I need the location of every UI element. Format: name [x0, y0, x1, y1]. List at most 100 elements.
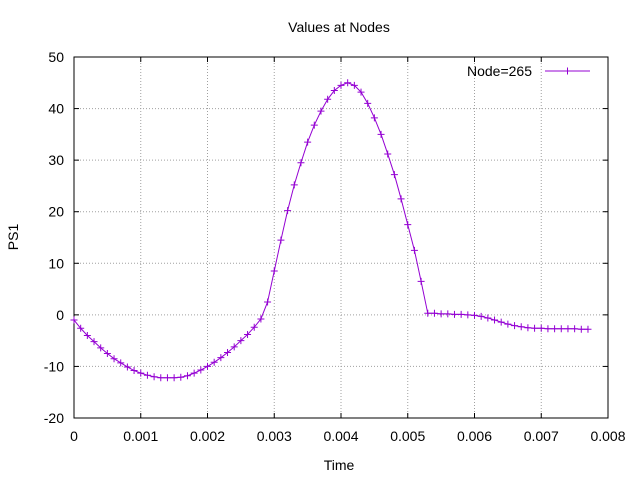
- data-point: [377, 130, 385, 138]
- data-point: [584, 325, 592, 333]
- data-point: [270, 267, 278, 275]
- x-tick-label: 0.004: [323, 428, 358, 444]
- legend-label: Node=265: [467, 63, 532, 79]
- data-point: [257, 315, 265, 323]
- x-tick-label: 0.007: [524, 428, 559, 444]
- data-point: [430, 309, 438, 317]
- data-point: [511, 322, 519, 330]
- data-point: [397, 195, 405, 203]
- data-point: [384, 150, 392, 158]
- data-point: [70, 316, 78, 324]
- data-point: [217, 354, 225, 362]
- y-axis-label: PS1: [5, 224, 21, 251]
- data-point: [97, 344, 105, 352]
- x-tick-label: 0.003: [257, 428, 292, 444]
- data-point: [417, 277, 425, 285]
- data-point: [477, 312, 485, 320]
- y-tick-label: -10: [44, 358, 64, 374]
- data-point: [437, 310, 445, 318]
- data-point: [531, 324, 539, 332]
- data-point: [404, 221, 412, 229]
- data-point: [424, 309, 432, 317]
- data-point: [77, 324, 85, 332]
- y-tick-label: 50: [48, 49, 64, 65]
- data-point: [497, 318, 505, 326]
- x-tick-label: 0: [70, 428, 78, 444]
- data-point: [370, 114, 378, 122]
- data-point: [410, 246, 418, 254]
- data-point: [310, 121, 318, 129]
- data-point: [284, 207, 292, 215]
- data-point: [110, 355, 118, 363]
- data-point: [517, 323, 525, 331]
- data-point: [450, 310, 458, 318]
- data-point: [491, 316, 499, 324]
- data-point: [330, 87, 338, 95]
- data-point: [290, 181, 298, 189]
- data-point: [364, 99, 372, 107]
- y-tick-label: 10: [48, 255, 64, 271]
- series-group: [70, 79, 592, 382]
- data-point: [524, 324, 532, 332]
- ticks: 0 0.001 0.002 0.003 0.004 0.005 0.006 0.007 0.00…: [44, 49, 626, 444]
- data-point: [277, 236, 285, 244]
- data-point: [471, 311, 478, 319]
- x-tick-label: 0.006: [457, 428, 492, 444]
- data-point: [123, 363, 131, 371]
- data-point: [137, 369, 145, 377]
- data-point: [537, 324, 545, 332]
- x-tick-label: 0.008: [590, 428, 625, 444]
- data-point: [484, 314, 492, 322]
- data-point: [150, 373, 158, 381]
- data-point: [163, 374, 171, 382]
- data-point: [103, 350, 111, 358]
- data-point: [304, 138, 312, 146]
- data-point: [504, 320, 512, 328]
- data-point: [204, 362, 211, 370]
- data-point: [157, 374, 165, 382]
- data-point: [210, 358, 218, 366]
- data-point: [577, 325, 585, 333]
- data-point: [183, 372, 191, 380]
- data-point: [177, 373, 185, 381]
- data-point: [230, 343, 238, 351]
- data-point: [224, 349, 232, 357]
- data-point: [357, 88, 365, 96]
- data-point: [337, 81, 345, 89]
- data-point: [143, 371, 151, 379]
- y-tick-label: 20: [48, 204, 64, 220]
- data-point: [350, 81, 358, 89]
- data-point: [544, 325, 552, 333]
- legend-marker: [564, 67, 571, 75]
- data-point: [130, 367, 138, 375]
- data-point: [390, 171, 398, 179]
- chart-title: Values at Nodes: [288, 19, 390, 35]
- x-tick-label: 0.001: [123, 428, 158, 444]
- data-point: [297, 159, 305, 167]
- data-point: [244, 330, 252, 338]
- data-point: [564, 325, 572, 333]
- data-point: [90, 338, 98, 346]
- data-point: [170, 374, 178, 382]
- data-point: [324, 95, 332, 103]
- y-tick-label: 40: [48, 101, 64, 117]
- data-point: [464, 311, 472, 319]
- series-line: [73, 82, 588, 379]
- data-point: [117, 359, 125, 367]
- data-point: [250, 323, 258, 331]
- data-point: [571, 325, 579, 333]
- y-tick-label: 30: [48, 152, 64, 168]
- data-point: [190, 369, 198, 377]
- data-point: [344, 79, 352, 87]
- x-tick-label: 0.002: [190, 428, 225, 444]
- x-axis-label: Time: [324, 457, 355, 473]
- data-point: [317, 107, 325, 115]
- legend: Node=265: [467, 63, 590, 79]
- data-point: [557, 325, 565, 333]
- x-tick-label: 0.005: [390, 428, 425, 444]
- data-point: [237, 337, 245, 345]
- data-point: [197, 366, 205, 374]
- data-point: [444, 310, 452, 318]
